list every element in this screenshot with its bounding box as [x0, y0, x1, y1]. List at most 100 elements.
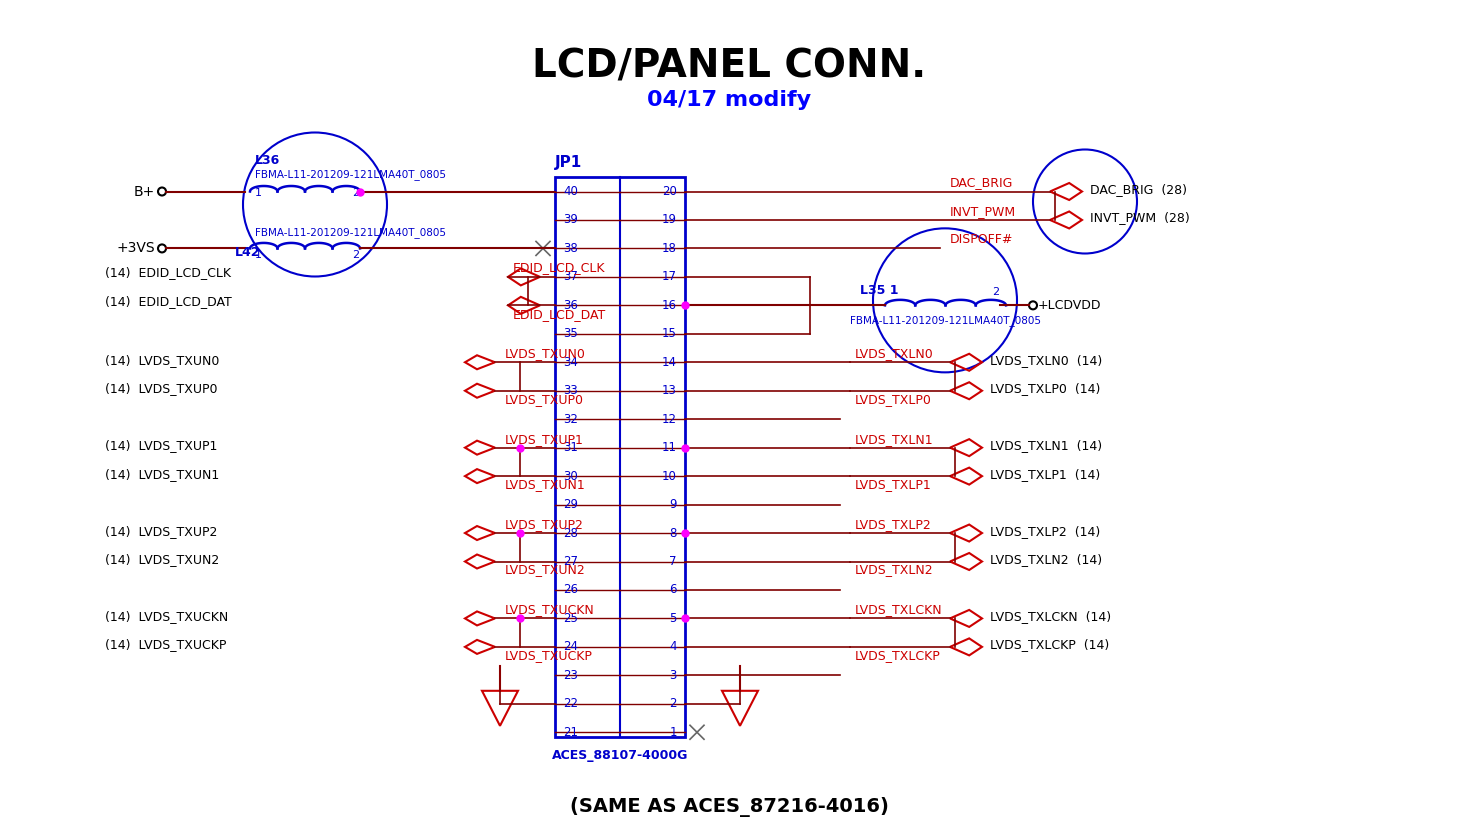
Text: LVDS_TXLN1  (14): LVDS_TXLN1 (14) — [990, 439, 1102, 452]
Text: 2: 2 — [351, 187, 359, 197]
Text: 33: 33 — [563, 384, 577, 397]
Text: LVDS_TXUN1: LVDS_TXUN1 — [504, 478, 586, 491]
Text: 7: 7 — [669, 555, 677, 568]
Text: 21: 21 — [563, 726, 577, 739]
Text: 2: 2 — [991, 287, 999, 297]
Text: LVDS_TXLP2  (14): LVDS_TXLP2 (14) — [990, 524, 1101, 537]
Text: 8: 8 — [669, 527, 677, 539]
Text: B+: B+ — [134, 185, 155, 199]
Text: ACES_88107-4000G: ACES_88107-4000G — [551, 749, 688, 762]
Text: 26: 26 — [563, 583, 577, 597]
Text: 14: 14 — [662, 356, 677, 369]
Text: +3VS: +3VS — [117, 241, 155, 255]
Text: LVDS_TXLCKP  (14): LVDS_TXLCKP (14) — [990, 638, 1110, 651]
Text: LVDS_TXUCKP: LVDS_TXUCKP — [504, 649, 593, 662]
Text: 39: 39 — [563, 214, 577, 226]
Text: 27: 27 — [563, 555, 577, 568]
Text: (14)  EDID_LCD_CLK: (14) EDID_LCD_CLK — [105, 266, 230, 280]
Text: LVDS_TXLP2: LVDS_TXLP2 — [854, 518, 932, 531]
Text: LVDS_TXLCKP: LVDS_TXLCKP — [854, 649, 940, 662]
Text: 1: 1 — [255, 187, 262, 197]
Text: LVDS_TXUCKN: LVDS_TXUCKN — [504, 603, 595, 617]
Text: 1: 1 — [255, 250, 262, 260]
Text: (14)  LVDS_TXUP0: (14) LVDS_TXUP0 — [105, 382, 217, 395]
Text: (14)  LVDS_TXUN2: (14) LVDS_TXUN2 — [105, 553, 219, 566]
Text: (14)  LVDS_TXUCKN: (14) LVDS_TXUCKN — [105, 610, 229, 623]
Text: 30: 30 — [563, 469, 577, 483]
Text: LVDS_TXLCKN: LVDS_TXLCKN — [854, 603, 943, 617]
Text: 17: 17 — [662, 270, 677, 284]
Text: (SAME AS ACES_87216-4016): (SAME AS ACES_87216-4016) — [570, 797, 888, 817]
Text: DAC_BRIG  (28): DAC_BRIG (28) — [1091, 183, 1187, 196]
Text: (14)  LVDS_TXUN0: (14) LVDS_TXUN0 — [105, 354, 219, 367]
Text: 36: 36 — [563, 299, 577, 312]
Text: 13: 13 — [662, 384, 677, 397]
Text: LVDS_TXUP2: LVDS_TXUP2 — [504, 518, 583, 531]
Text: 4: 4 — [669, 641, 677, 653]
Text: 11: 11 — [662, 441, 677, 454]
Text: LVDS_TXLP1  (14): LVDS_TXLP1 (14) — [990, 468, 1101, 481]
Text: LVDS_TXLN0  (14): LVDS_TXLN0 (14) — [990, 354, 1102, 367]
Text: LVDS_TXLP0  (14): LVDS_TXLP0 (14) — [990, 382, 1101, 395]
Text: 2: 2 — [351, 250, 359, 260]
Text: 37: 37 — [563, 270, 577, 284]
Text: (14)  LVDS_TXUCKP: (14) LVDS_TXUCKP — [105, 638, 226, 651]
Text: 10: 10 — [662, 469, 677, 483]
Text: INVT_PWM  (28): INVT_PWM (28) — [1091, 211, 1190, 225]
Text: FBMA-L11-201209-121LMA40T_0805: FBMA-L11-201209-121LMA40T_0805 — [255, 227, 446, 239]
Text: 3: 3 — [669, 669, 677, 682]
Text: LVDS_TXLCKN  (14): LVDS_TXLCKN (14) — [990, 610, 1111, 623]
Text: DAC_BRIG: DAC_BRIG — [951, 176, 1013, 190]
Text: 29: 29 — [563, 498, 577, 511]
Text: 16: 16 — [662, 299, 677, 312]
Text: 25: 25 — [563, 612, 577, 625]
Text: L35 1: L35 1 — [860, 285, 898, 297]
Text: L36: L36 — [255, 153, 280, 166]
Text: 1: 1 — [669, 726, 677, 739]
Text: LVDS_TXLN2: LVDS_TXLN2 — [854, 563, 933, 577]
Text: 15: 15 — [662, 327, 677, 340]
Text: 20: 20 — [662, 185, 677, 198]
Text: 18: 18 — [662, 242, 677, 255]
Text: 04/17 modify: 04/17 modify — [647, 90, 811, 110]
Text: 19: 19 — [662, 214, 677, 226]
Text: INVT_PWM: INVT_PWM — [951, 205, 1016, 218]
Text: 23: 23 — [563, 669, 577, 682]
Text: LVDS_TXLP1: LVDS_TXLP1 — [854, 478, 932, 491]
Text: FBMA-L11-201209-121LMA40T_0805: FBMA-L11-201209-121LMA40T_0805 — [255, 169, 446, 180]
Text: LVDS_TXLP0: LVDS_TXLP0 — [854, 393, 932, 406]
Text: 22: 22 — [563, 697, 577, 711]
Text: DISPOFF#: DISPOFF# — [951, 234, 1013, 246]
Text: L42: L42 — [235, 246, 261, 260]
Text: 2: 2 — [669, 697, 677, 711]
Text: FBMA-L11-201209-121LMA40T_0805: FBMA-L11-201209-121LMA40T_0805 — [850, 315, 1041, 326]
Text: 34: 34 — [563, 356, 577, 369]
Text: JP1: JP1 — [555, 155, 582, 170]
Text: LVDS_TXUN0: LVDS_TXUN0 — [504, 347, 586, 360]
Text: 35: 35 — [563, 327, 577, 340]
Text: 6: 6 — [669, 583, 677, 597]
Text: LVDS_TXLN1: LVDS_TXLN1 — [854, 433, 933, 446]
Text: (14)  LVDS_TXUN1: (14) LVDS_TXUN1 — [105, 468, 219, 481]
Text: 9: 9 — [669, 498, 677, 511]
Text: (14)  LVDS_TXUP1: (14) LVDS_TXUP1 — [105, 439, 217, 452]
Text: LVDS_TXUP0: LVDS_TXUP0 — [504, 393, 585, 406]
Text: 28: 28 — [563, 527, 577, 539]
Text: LVDS_TXLN2  (14): LVDS_TXLN2 (14) — [990, 553, 1102, 566]
Text: LCD/PANEL CONN.: LCD/PANEL CONN. — [532, 47, 926, 85]
Text: LVDS_TXUN2: LVDS_TXUN2 — [504, 563, 586, 577]
Text: LVDS_TXLN0: LVDS_TXLN0 — [854, 347, 933, 360]
Text: +LCDVDD: +LCDVDD — [1038, 299, 1101, 312]
Text: (14)  EDID_LCD_DAT: (14) EDID_LCD_DAT — [105, 295, 232, 308]
Text: 32: 32 — [563, 413, 577, 426]
Text: 40: 40 — [563, 185, 577, 198]
Text: EDID_LCD_CLK: EDID_LCD_CLK — [513, 261, 605, 274]
Text: LVDS_TXUP1: LVDS_TXUP1 — [504, 433, 583, 446]
Text: (14)  LVDS_TXUP2: (14) LVDS_TXUP2 — [105, 524, 217, 537]
Text: 5: 5 — [669, 612, 677, 625]
Text: 12: 12 — [662, 413, 677, 426]
Text: 38: 38 — [563, 242, 577, 255]
Text: 24: 24 — [563, 641, 577, 653]
Text: 31: 31 — [563, 441, 577, 454]
Text: EDID_LCD_DAT: EDID_LCD_DAT — [513, 309, 607, 321]
